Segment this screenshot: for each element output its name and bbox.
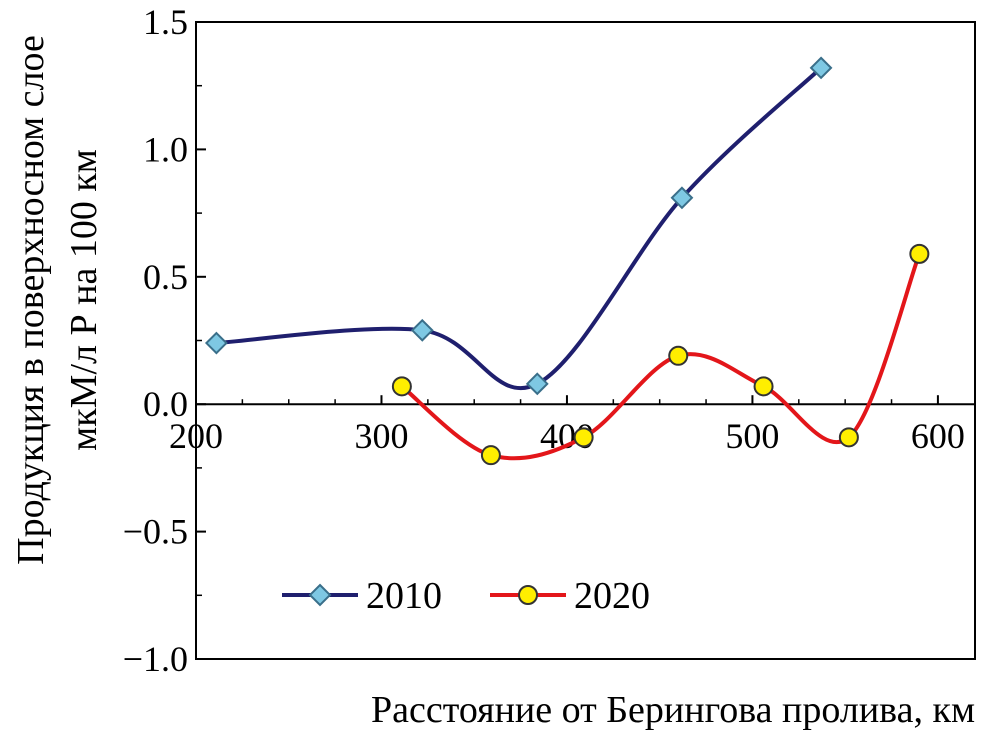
y-tick-label: 1.0	[143, 129, 188, 169]
data-point-2010	[410, 318, 434, 342]
series-2010	[204, 56, 833, 396]
data-point-2020	[480, 445, 501, 466]
series-2020	[391, 243, 930, 466]
data-point-2020	[838, 427, 859, 448]
data-point-2020	[391, 376, 412, 397]
legend-label: 2020	[574, 575, 650, 617]
y-tick-label: 0.5	[143, 257, 188, 297]
series-layer	[204, 56, 930, 466]
data-point-2020	[753, 376, 774, 397]
legend: 2010 2020	[282, 575, 650, 617]
y-axis-title-line2: мкМ/л Р на 100 км	[63, 149, 105, 451]
data-point-2020	[668, 345, 689, 366]
x-tick-label: 600	[911, 416, 965, 456]
legend-item-2010: 2010	[282, 575, 442, 617]
legend-label: 2010	[366, 575, 442, 617]
data-point-2010	[204, 331, 228, 355]
plot-frame	[195, 21, 976, 660]
y-tick-label: 1.5	[143, 2, 188, 42]
series-line-2020	[400, 253, 922, 461]
x-tick-label: 500	[725, 416, 779, 456]
series-line-2010	[216, 66, 823, 391]
y-tick-label: −1.0	[123, 639, 188, 679]
x-tick-label: 300	[354, 416, 408, 456]
y-axis-title-line1: Продукция в поверхносном слое	[10, 35, 52, 565]
data-point-2020	[909, 243, 930, 264]
y-tick-label: −0.5	[123, 512, 188, 552]
data-point-2010	[809, 56, 833, 80]
data-point-2010	[525, 372, 549, 396]
x-tick-label: 200	[169, 416, 223, 456]
legend-swatch-marker	[308, 583, 332, 607]
y-tick-label: 0.0	[143, 384, 188, 424]
legend-item-2020: 2020	[490, 575, 650, 617]
data-point-2010	[670, 186, 694, 210]
data-point-2020	[573, 427, 594, 448]
x-axis-title: Расстояние от Берингова пролива, км	[371, 689, 975, 731]
legend-swatch-marker	[518, 585, 538, 605]
